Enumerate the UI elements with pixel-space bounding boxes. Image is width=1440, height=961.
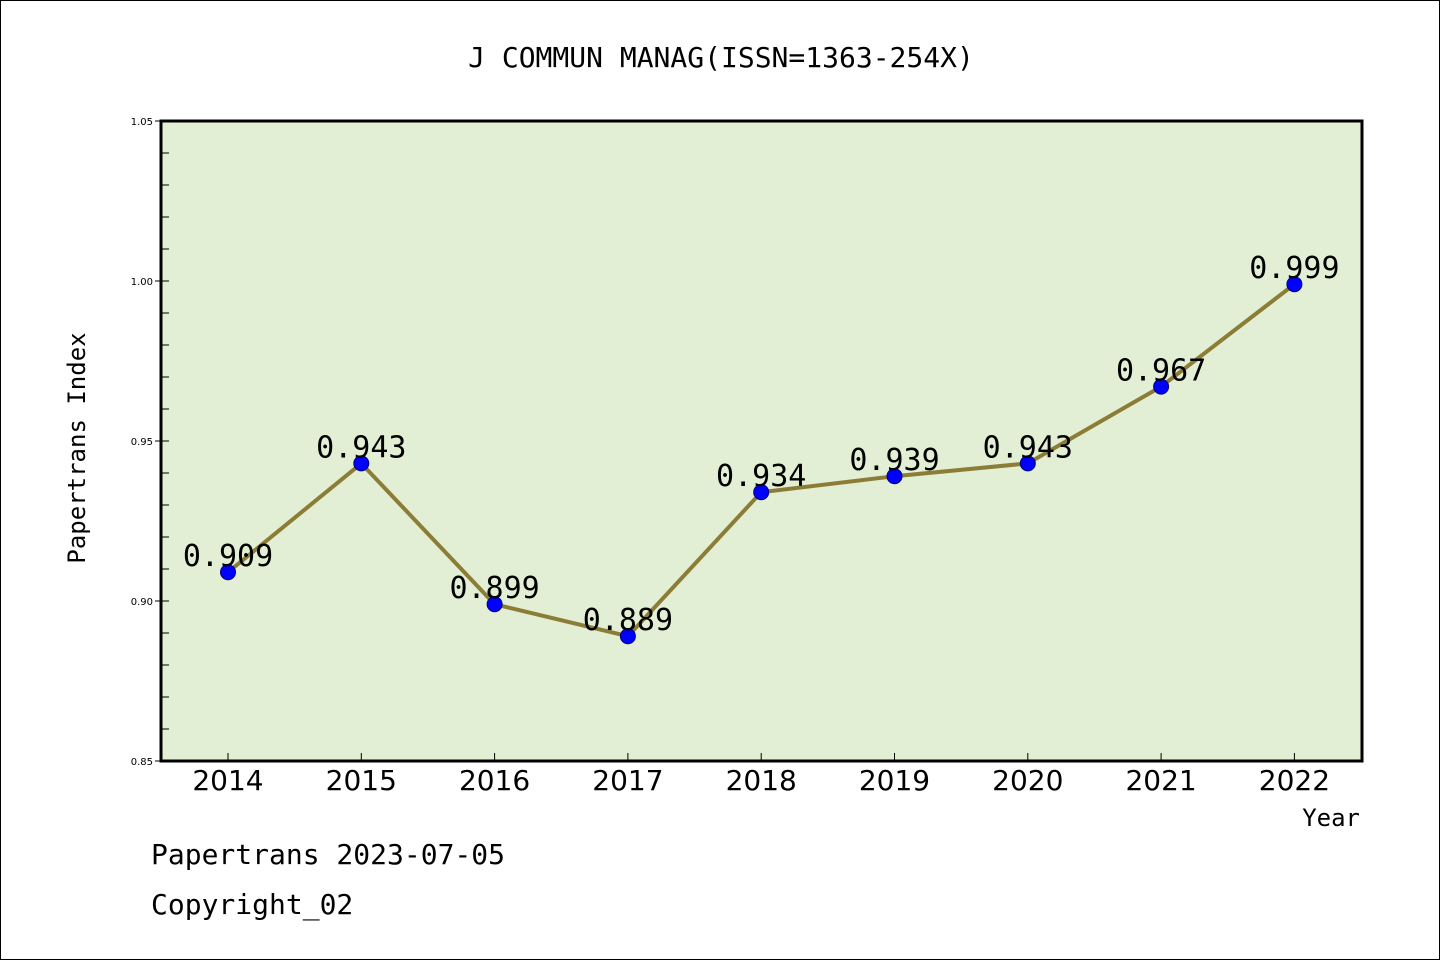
data-point-2022 [1286,276,1303,293]
y-tick-label: 0.95 [131,437,153,448]
data-point-2020 [1019,455,1036,472]
data-label-2015: 0.943 [316,430,406,465]
x-tick-label: 2020 [992,764,1063,797]
y-tick-label: 0.90 [131,597,153,608]
x-tick-label: 2019 [859,764,930,797]
data-point-2014 [220,564,236,581]
data-label-2019: 0.939 [849,443,939,478]
footer-copyright: Copyright_02 [151,888,353,922]
y-tick-label: 1.05 [131,117,153,128]
x-tick-label: 2021 [1125,764,1196,797]
data-point-2015 [353,455,370,472]
x-tick-label: 2017 [592,764,663,797]
x-axis: 2014 2015 2016 2017 2018 2019 2020 2021 2022 [192,753,1330,797]
x-tick-label: 2016 [459,764,530,797]
y-tick-label: 1.00 [131,277,153,288]
chart-title: J COMMUN MANAG(ISSN=1363-254X) [468,41,974,74]
x-tick-label: 2018 [726,764,797,797]
y-tick-label: 0.85 [131,757,153,768]
data-point-2018 [753,484,770,501]
x-axis-label: Year [1302,804,1360,832]
data-point-2019 [886,468,903,485]
data-label-2016: 0.899 [449,571,539,606]
y-axis-label: Papertrans Index [63,332,91,563]
data-point-2016 [486,596,503,613]
y-axis: 0.85 0.90 0.95 1.00 1.05 [131,117,161,768]
y-minor-ticks [161,120,169,762]
data-labels: 0.909 0.943 0.899 0.889 0.934 0.939 0.943 0.967… [183,251,1340,638]
plot-area [159,119,1364,763]
data-label-2022: 0.999 [1249,251,1339,286]
data-point-2017 [619,628,636,645]
x-tick-label: 2015 [326,764,397,797]
data-label-2017: 0.889 [583,603,673,638]
data-label-2021: 0.967 [1116,354,1206,389]
data-label-2020: 0.943 [983,430,1073,465]
data-label-2014: 0.909 [183,539,273,574]
x-tick-label: 2022 [1259,764,1330,797]
data-point-2021 [1153,378,1170,395]
series-markers [220,276,1303,645]
footer-date: Papertrans 2023-07-05 [151,838,505,871]
x-tick-label: 2014 [192,764,263,797]
data-label-2018: 0.934 [716,459,806,494]
